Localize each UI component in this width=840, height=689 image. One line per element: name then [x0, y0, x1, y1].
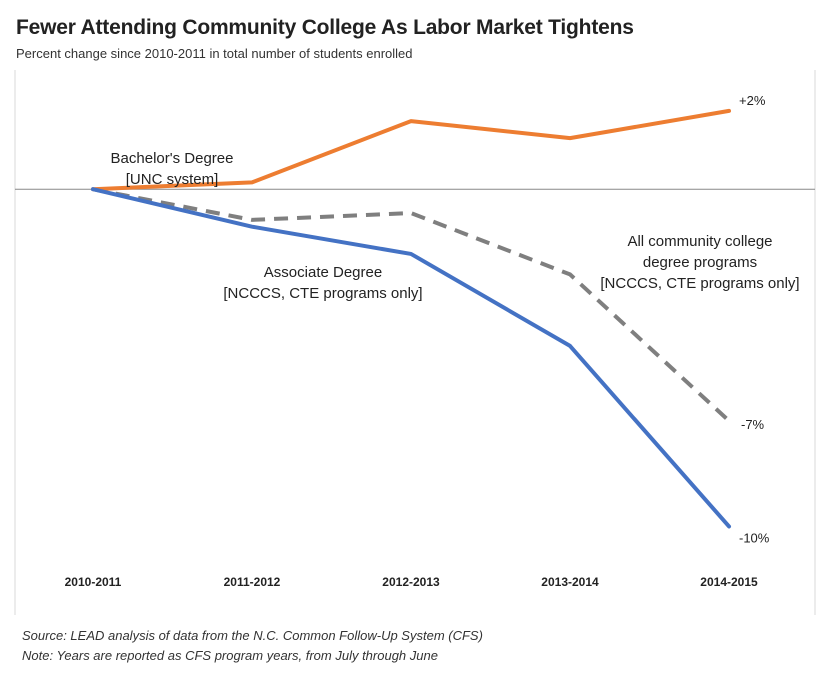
x-tick-label-4: 2014-2015 — [700, 575, 758, 589]
chart-title: Fewer Attending Community College As Lab… — [16, 16, 634, 39]
end-value-label-0: +2% — [739, 93, 766, 108]
series-label-2-line-0: All community college — [627, 233, 772, 250]
end-value-label-1: -10% — [739, 530, 770, 545]
series-line-2 — [92, 187, 731, 423]
series-line-0 — [91, 108, 731, 192]
chart-subtitle: Percent change since 2010-2011 in total … — [16, 46, 413, 61]
x-tick-label-1: 2011-2012 — [224, 575, 281, 589]
years-note: Note: Years are reported as CFS program … — [22, 648, 438, 663]
series-label-2-line-1: degree programs — [643, 254, 757, 271]
x-tick-label-3: 2013-2014 — [541, 575, 599, 589]
series-label-2-line-2: [NCCCS, CTE programs only] — [600, 275, 799, 292]
series-label-0-line-0: Bachelor's Degree — [111, 150, 234, 167]
x-tick-label-2: 2012-2013 — [382, 575, 440, 589]
series-line-1 — [91, 187, 731, 529]
x-tick-label-0: 2010-2011 — [65, 575, 122, 589]
end-value-label-2: -7% — [741, 417, 765, 432]
series-label-1-line-1: [NCCCS, CTE programs only] — [223, 285, 422, 302]
series-label-1-line-0: Associate Degree — [264, 264, 382, 281]
series-label-0-line-1: [UNC system] — [126, 171, 219, 188]
source-note: Source: LEAD analysis of data from the N… — [22, 628, 483, 643]
